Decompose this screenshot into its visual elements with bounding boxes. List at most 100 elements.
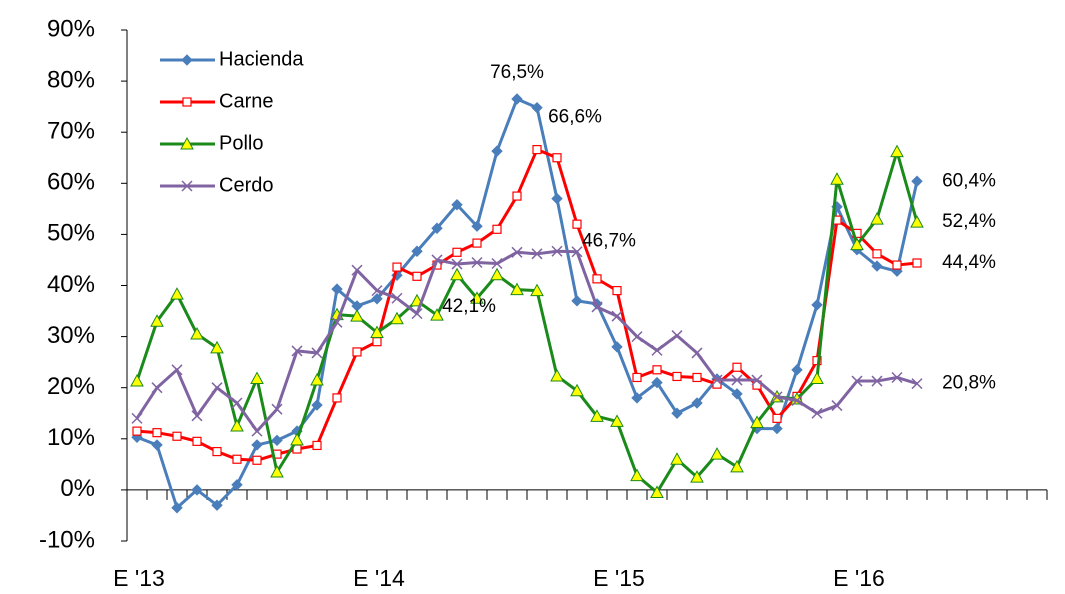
x-tick-label: E '16 <box>833 565 885 591</box>
y-tick-label: 50% <box>47 220 95 247</box>
data-point <box>312 440 322 451</box>
data-point <box>392 262 402 272</box>
data-point <box>872 249 882 259</box>
y-tick-label: 70% <box>47 118 95 145</box>
data-point <box>651 376 663 389</box>
data-point <box>252 455 262 465</box>
data-point <box>451 258 463 270</box>
legend-marker <box>181 54 193 66</box>
data-point <box>152 428 162 438</box>
data-point <box>651 344 663 356</box>
data-point <box>211 382 223 394</box>
data-point <box>511 93 523 105</box>
data-point <box>191 484 203 496</box>
data-point <box>212 446 222 457</box>
data-point <box>210 340 224 354</box>
data-point <box>910 215 924 228</box>
data-point <box>791 394 803 407</box>
data-point <box>650 485 664 498</box>
legend-marker <box>180 136 194 150</box>
data-point <box>611 310 623 322</box>
x-tick-label: E '14 <box>353 565 405 591</box>
data-point <box>170 287 184 300</box>
data-point <box>271 403 283 415</box>
data-point <box>711 374 723 386</box>
data-point <box>590 409 604 422</box>
data-point <box>310 372 324 386</box>
y-tick-label: 90% <box>47 15 95 42</box>
legend-label: Carne <box>219 90 273 112</box>
data-point <box>552 153 562 163</box>
data-point <box>771 422 783 435</box>
data-point <box>671 407 683 419</box>
data-point <box>470 291 484 304</box>
data-point <box>150 314 164 327</box>
data-point <box>730 459 744 473</box>
data-point <box>612 286 622 296</box>
value-label: 44,4% <box>942 252 996 273</box>
y-tick-label: -10% <box>39 526 95 553</box>
series: 42,1% 52,4% <box>130 144 996 498</box>
y-tick-label: 0% <box>60 475 95 502</box>
data-point <box>172 431 182 441</box>
data-point <box>671 330 683 342</box>
series: 66,6% 44,4% <box>132 107 996 465</box>
data-point <box>870 212 884 225</box>
data-point <box>551 192 563 205</box>
data-point <box>391 292 403 304</box>
data-point <box>371 285 383 297</box>
data-point <box>652 365 662 375</box>
value-label: 52,4% <box>942 211 996 232</box>
data-point <box>890 144 904 158</box>
data-point <box>811 407 823 419</box>
data-point <box>412 271 422 281</box>
data-point <box>251 425 263 437</box>
y-tick-label: 20% <box>47 373 95 400</box>
data-point <box>511 246 523 258</box>
data-point <box>472 238 482 248</box>
legend: Hacienda Carne Pollo Cerdo <box>160 48 304 196</box>
legend-label: Pollo <box>219 132 263 154</box>
data-point <box>372 337 382 347</box>
data-point <box>550 368 564 382</box>
value-label: 46,7% <box>582 230 636 251</box>
x-tick-label: E '13 <box>113 565 165 591</box>
data-point <box>311 347 323 359</box>
data-point <box>631 392 643 404</box>
y-tick-label: 40% <box>47 271 95 298</box>
data-point <box>811 299 823 311</box>
data-point <box>690 470 704 483</box>
data-point <box>191 410 203 422</box>
data-point <box>331 283 343 295</box>
value-label: 20,8% <box>942 373 996 394</box>
data-point <box>132 426 142 436</box>
data-point <box>151 439 163 451</box>
data-point <box>352 347 362 357</box>
data-point <box>670 452 684 465</box>
data-point <box>531 248 543 260</box>
data-point <box>171 502 183 514</box>
data-point <box>231 397 243 409</box>
data-point <box>451 199 463 211</box>
x-tick-label: E '15 <box>593 565 645 591</box>
data-point <box>250 371 264 385</box>
value-label: 76,5% <box>490 62 544 83</box>
legend-label: Hacienda <box>219 48 304 70</box>
data-point <box>431 222 443 234</box>
data-point <box>350 309 364 322</box>
data-point <box>151 382 163 394</box>
data-point <box>830 172 844 185</box>
y-tick-label: 60% <box>47 169 95 196</box>
data-point <box>411 308 423 320</box>
data-point <box>371 293 383 305</box>
data-point <box>631 331 643 343</box>
legend-label: Cerdo <box>219 174 273 196</box>
data-point <box>331 316 343 328</box>
data-point <box>232 454 242 464</box>
data-point <box>672 371 682 382</box>
data-point <box>512 191 522 201</box>
data-point <box>751 374 763 386</box>
data-point <box>551 245 563 257</box>
legend-marker <box>182 97 192 107</box>
